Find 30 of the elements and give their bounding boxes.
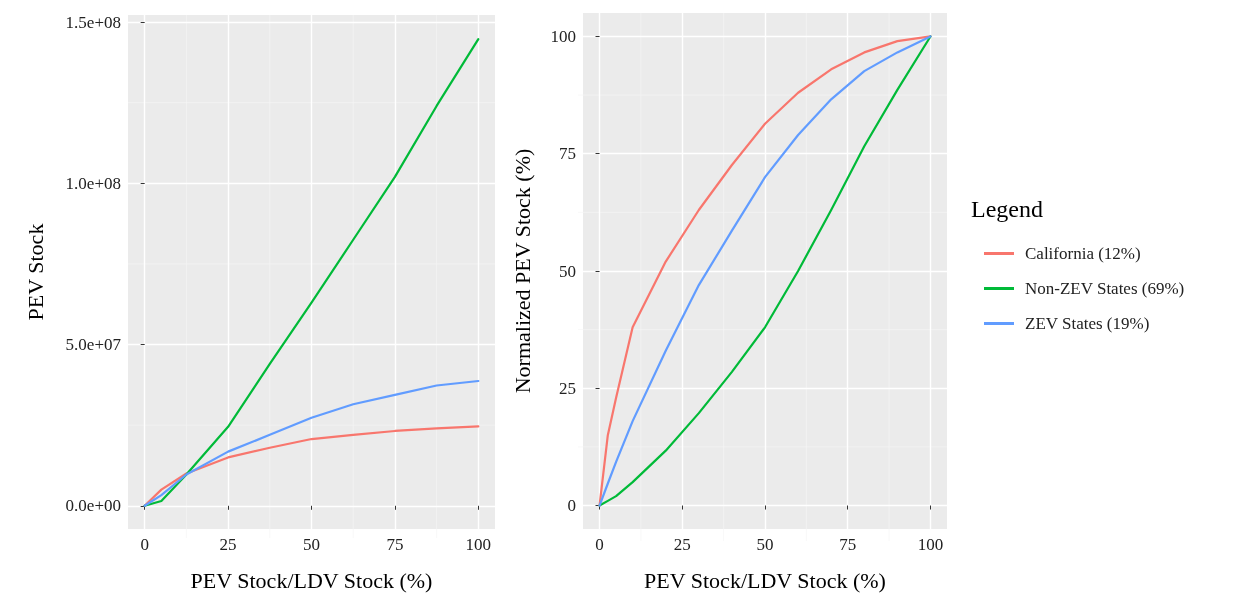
x-tick-label: 100 [465, 535, 492, 554]
legend-title: Legend [971, 196, 1043, 222]
y-tick-label: 50 [559, 261, 576, 281]
y-tick-label: 75 [559, 144, 576, 164]
x-tick-label: 100 [917, 535, 944, 554]
x-tick-label: 25 [673, 535, 691, 554]
y-tick-label: 0 [567, 496, 576, 516]
y-axis-title: PEV Stock [22, 223, 48, 321]
y-tick-label: 0.0e+00 [65, 496, 121, 516]
y-tick-label: 1.5e+08 [65, 12, 121, 32]
y-tick-label: 25 [559, 378, 576, 398]
line-series [143, 379, 480, 507]
x-tick-label: 25 [219, 535, 237, 554]
y-tick-label: 100 [550, 26, 576, 46]
x-axis-title: PEV Stock/LDV Stock (%) [190, 567, 433, 593]
x-axis-title: PEV Stock/LDV Stock (%) [644, 567, 886, 593]
y-tick-label: 5.0e+07 [65, 335, 122, 355]
legend-label: Non-ZEV States (69%) [1025, 279, 1185, 298]
legend-label: California (12%) [1025, 244, 1141, 263]
line-series [143, 425, 480, 507]
x-tick-label: 50 [756, 535, 774, 554]
legend-label: ZEV States (19%) [1025, 314, 1150, 333]
y-tick-label: 1.0e+08 [65, 173, 121, 193]
x-tick-label: 0 [595, 535, 604, 554]
y-axis-title: Normalized PEV Stock (%) [509, 148, 535, 394]
x-tick-label: 75 [386, 535, 404, 554]
x-tick-label: 75 [839, 535, 857, 554]
line-series [598, 35, 932, 507]
x-tick-label: 0 [140, 535, 149, 554]
x-tick-label: 50 [303, 535, 320, 554]
